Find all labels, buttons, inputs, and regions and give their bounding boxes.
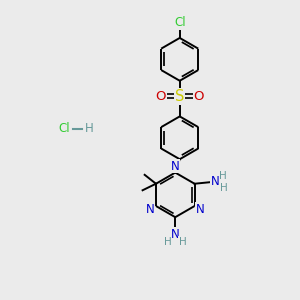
- Text: Cl: Cl: [174, 16, 185, 29]
- Text: S: S: [175, 89, 184, 104]
- Text: H: H: [220, 183, 228, 193]
- Text: H: H: [219, 171, 227, 181]
- Text: N: N: [146, 203, 155, 216]
- Text: Cl: Cl: [58, 122, 70, 135]
- Text: O: O: [194, 90, 204, 103]
- Text: H: H: [85, 122, 93, 135]
- Text: N: N: [171, 228, 180, 241]
- Text: O: O: [155, 90, 166, 103]
- Text: H: H: [179, 236, 187, 247]
- Text: N: N: [196, 203, 205, 216]
- Text: N: N: [211, 176, 220, 188]
- Text: H: H: [164, 236, 172, 247]
- Text: N: N: [171, 160, 180, 172]
